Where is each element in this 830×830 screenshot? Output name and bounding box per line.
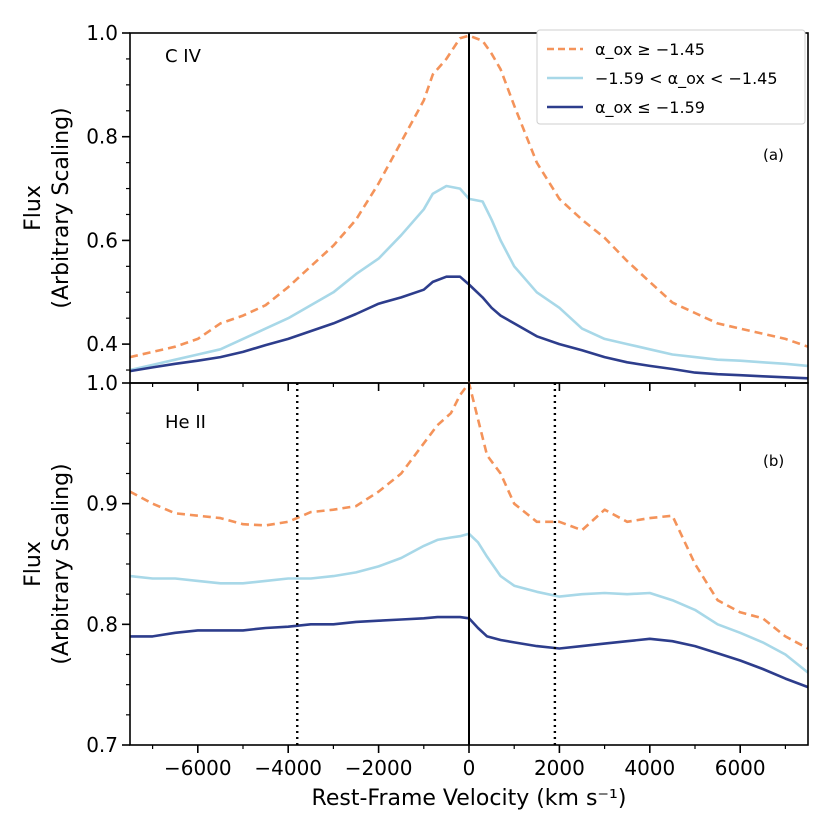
panel-b-label: He II: [165, 412, 206, 433]
panel-b-vertical-lines: [296, 383, 557, 745]
panel-b-ytick-label: 0.8: [86, 612, 118, 636]
panel-b-xtick-label: 0: [463, 756, 476, 780]
panel-a-ytick-label: 0.8: [86, 125, 118, 149]
panel-b-xtick-label: 6000: [715, 756, 766, 780]
legend-label-low: α_ox ≤ −1.59: [595, 98, 705, 118]
legend: α_ox ≥ −1.45 −1.59 < α_ox < −1.45 α_ox ≤…: [536, 29, 806, 125]
panel-b-xtick-label: −2000: [345, 756, 413, 780]
panel-b-xtick-label: −6000: [164, 756, 232, 780]
panel-b-xtick-label: −4000: [254, 756, 322, 780]
panel-b-ytick-label: 1.0: [86, 371, 118, 395]
x-axis-title: Rest-Frame Velocity (km s⁻¹): [312, 786, 627, 811]
legend-label-high: α_ox ≥ −1.45: [595, 40, 705, 60]
panel-a-ytick-label: 1.0: [86, 21, 118, 45]
panel-b-ylabel: Flux (Arbitrary Scaling): [21, 463, 74, 664]
panel-b-ytick-label: 0.7: [86, 733, 118, 757]
panel-a-ylabel: Flux (Arbitrary Scaling): [21, 107, 74, 308]
panel-b-heii: 0.7 0.8 0.9 1.0 −6000 −4000 −2000 0 2000 4000 600…: [21, 371, 809, 811]
panel-b-letter: (b): [763, 452, 784, 470]
panel-b-xtick-label: 2000: [534, 756, 585, 780]
panel-a-y-ticks: 0.4 0.6 0.8 1.0: [86, 21, 130, 371]
panel-a-ylabel-line2: (Arbitrary Scaling): [49, 107, 74, 308]
panel-b-x-ticks: −6000 −4000 −2000 0 2000 4000 6000: [152, 745, 787, 780]
panel-b-ylabel-line1: Flux: [21, 541, 46, 587]
panel-a-ytick-label: 0.6: [86, 228, 118, 252]
panel-a-civ: 0.4 0.6 0.8 1.0 C IV (a) α_ox ≥ −1.45 −1.59…: [21, 21, 809, 391]
panel-a-letter: (a): [763, 146, 784, 164]
panel-a-ylabel-line1: Flux: [21, 185, 46, 231]
panel-b-xtick-label: 4000: [624, 756, 675, 780]
panel-b-ylabel-line2: (Arbitrary Scaling): [49, 463, 74, 664]
panel-b-ytick-label: 0.9: [86, 492, 118, 516]
legend-box: [536, 29, 806, 125]
panel-a-label: C IV: [165, 46, 202, 67]
panel-b-y-ticks: 0.7 0.8 0.9 1.0: [86, 371, 130, 757]
panel-a-ytick-label: 0.4: [86, 332, 118, 356]
legend-label-mid: −1.59 < α_ox < −1.45: [595, 69, 778, 89]
